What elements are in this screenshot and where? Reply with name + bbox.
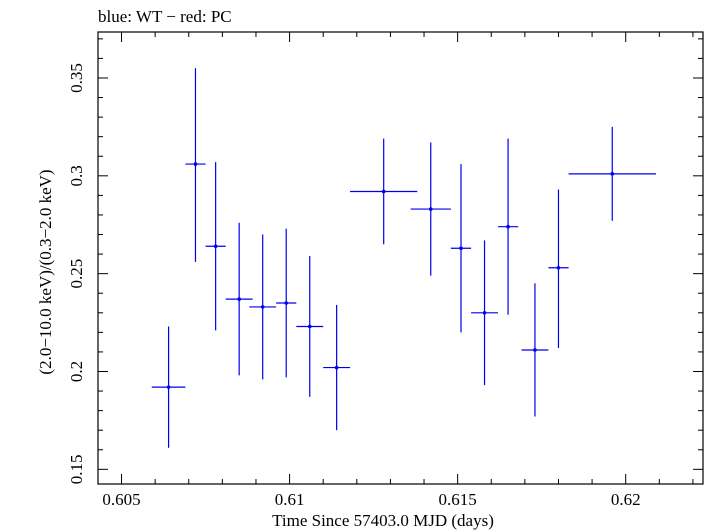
data-point (521, 283, 549, 417)
data-marker (556, 265, 561, 270)
chart-title: blue: WT − red: PC (98, 7, 232, 26)
data-point (296, 256, 324, 397)
data-point (151, 326, 186, 448)
data-point (225, 222, 253, 376)
data-marker (193, 162, 198, 166)
y-tick-label: 0.15 (67, 454, 86, 484)
data-marker (237, 297, 241, 301)
data-point (497, 138, 519, 315)
y-tick-label: 0.25 (67, 259, 86, 289)
data-marker (260, 305, 265, 309)
data-marker (166, 385, 171, 389)
data-point (276, 228, 297, 378)
data-marker (610, 172, 615, 176)
data-point (548, 189, 569, 349)
y-tick-label: 0.3 (67, 165, 86, 186)
data-point (568, 126, 656, 221)
x-tick-label: 0.605 (102, 490, 140, 509)
data-marker (381, 189, 386, 194)
data-marker (533, 348, 537, 352)
data-marker (428, 207, 433, 211)
data-point (450, 164, 472, 333)
x-tick-label: 0.62 (611, 490, 641, 509)
y-tick-label: 0.35 (67, 63, 86, 93)
data-marker (334, 365, 339, 370)
data-point (249, 234, 277, 380)
x-tick-label: 0.61 (275, 490, 305, 509)
data-point (185, 68, 206, 262)
axis-ticks: 0.605 0.61 0.615 0.62 0.15 0.2 0.25 0.3 0.35 (67, 32, 703, 509)
data-marker (284, 301, 289, 305)
data-series (151, 68, 656, 448)
data-point (410, 142, 451, 276)
data-point (205, 162, 226, 331)
y-tick-label: 0.2 (67, 361, 86, 382)
x-tick-label: 0.615 (439, 490, 477, 509)
data-marker (459, 246, 463, 251)
data-marker (482, 310, 487, 315)
data-point (350, 138, 418, 245)
data-point (323, 304, 351, 431)
plot-frame (97, 31, 704, 485)
data-point (471, 240, 498, 386)
y-axis-label: (2.0−10.0 keV)/(0.3−2.0 keV) (36, 169, 55, 374)
data-marker (307, 324, 312, 329)
data-marker (213, 244, 218, 249)
data-marker (506, 224, 510, 229)
x-axis-label: Time Since 57403.0 MJD (days) (272, 511, 494, 530)
